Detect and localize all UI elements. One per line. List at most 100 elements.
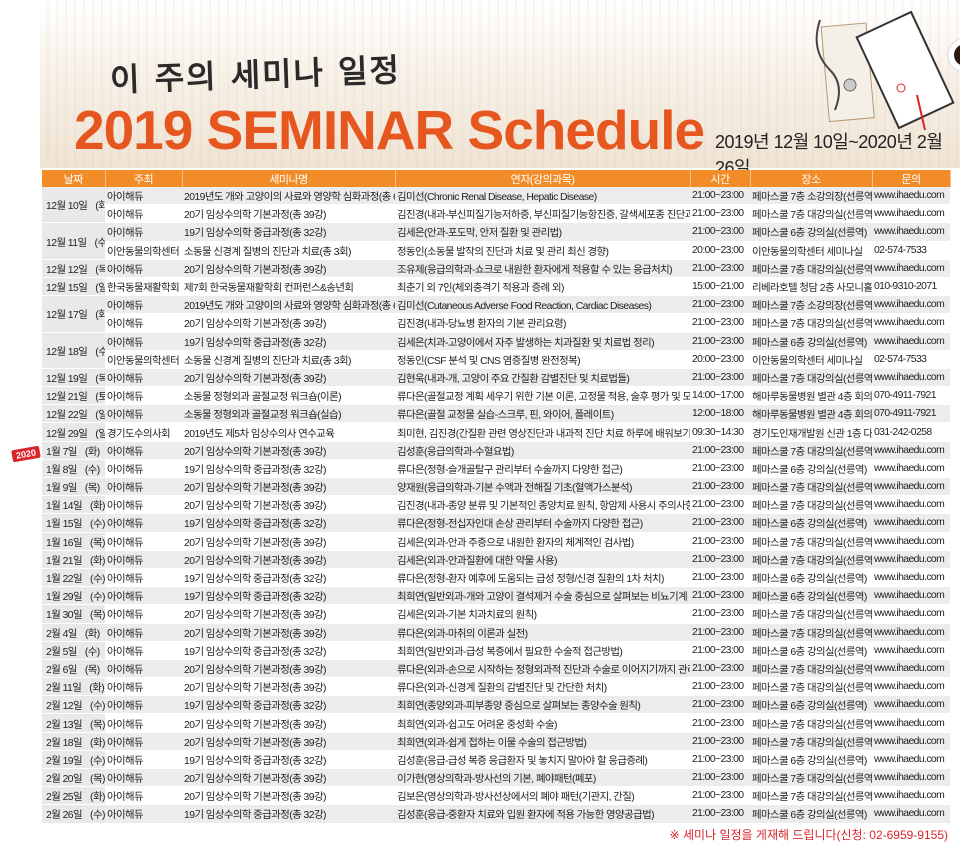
- date-cell: 2월 11일 (화): [42, 677, 105, 697]
- contact-cell[interactable]: www.ihaedu.com: [872, 804, 950, 824]
- time-cell: 21:00~23:00: [690, 586, 750, 606]
- contact-cell[interactable]: www.ihaedu.com: [872, 677, 950, 697]
- contact-cell[interactable]: www.ihaedu.com: [872, 259, 950, 278]
- date-cell: 12월 29일 (일): [42, 422, 105, 442]
- place-cell: 이안동물의학센터 세미나실: [750, 241, 872, 260]
- weekday: (수): [84, 464, 100, 476]
- seminar-cell: 19기 임상수의학 중급과정(총 32강): [182, 332, 395, 351]
- time-cell: 14:00~17:00: [690, 386, 750, 406]
- table-header-row: 날짜 주최 세미나명 연자(강의과목) 시간 장소 문의: [42, 170, 951, 187]
- org-cell: 아이해듀: [105, 259, 182, 278]
- contact-cell[interactable]: www.ihaedu.com: [872, 732, 950, 751]
- contact-cell[interactable]: www.ihaedu.com: [872, 368, 950, 388]
- place-cell: 페마스쿨 7층 소강의장(선릉역): [750, 295, 872, 315]
- date: 2월 26일: [46, 810, 83, 822]
- contact-cell[interactable]: www.ihaedu.com: [872, 495, 950, 515]
- table-row: 2월 11일 (화) 아이해듀 20기 임상수의학 기본과정(총 39강) 류다은(외과…: [42, 677, 950, 697]
- contact-cell[interactable]: www.ihaedu.com: [872, 568, 950, 588]
- date-cell: 1월 16일 (목): [42, 532, 105, 551]
- date-cell: 2월 19일 (수): [42, 750, 105, 770]
- date: 2월 4일: [46, 628, 77, 640]
- contact-cell: 070-4911-7921: [872, 386, 950, 406]
- date-cell: 12월 12일 (목): [42, 259, 105, 278]
- table-row: 1월 16일 (목) 아이해듀 20기 임상수의학 기본과정(총 39강) 김세은(외과…: [42, 532, 950, 551]
- contact-cell[interactable]: www.ihaedu.com: [872, 786, 950, 806]
- date-cell: 2월 4일 (화): [42, 623, 105, 642]
- org-cell: 아이해듀: [105, 550, 182, 569]
- col-org: 주최: [105, 170, 183, 187]
- contact-cell[interactable]: www.ihaedu.com: [872, 550, 950, 569]
- org-cell: 이안동물의학센터: [105, 350, 182, 369]
- contact-cell[interactable]: www.ihaedu.com: [872, 332, 950, 351]
- date: 1월 30일: [46, 610, 83, 622]
- contact-cell[interactable]: www.ihaedu.com: [872, 659, 950, 679]
- org-cell: 아이해듀: [105, 404, 182, 424]
- place-cell: 페마스쿨 7층 대강의실(선릉역): [750, 259, 872, 278]
- contact-cell[interactable]: www.ihaedu.com: [872, 604, 950, 624]
- time-cell: 21:00~23:00: [690, 459, 750, 479]
- date: 2월 5일: [46, 646, 77, 658]
- org-cell: 아이해듀: [105, 786, 182, 806]
- speaker-cell: 최춘기 외 7인(체외충격기 적용과 증례 외): [395, 277, 690, 297]
- table-row: 2월 5일 (수) 아이해듀 19기 임상수의학 중급과정(총 32강) 최희연(일반외…: [42, 641, 950, 660]
- date-cell: 12월 15일 (일): [42, 277, 105, 297]
- table-row: 2월 20일 (목) 아이해듀 20기 임상수의학 기본과정(총 39강) 이가현(영상…: [42, 768, 950, 788]
- contact-cell[interactable]: www.ihaedu.com: [872, 477, 950, 497]
- weekday: (화): [89, 683, 105, 695]
- contact-cell[interactable]: www.ihaedu.com: [872, 222, 950, 242]
- contact-cell[interactable]: www.ihaedu.com: [872, 459, 950, 479]
- place-cell: 페마스쿨 7층 대강의실(선릉역): [750, 441, 872, 460]
- contact-cell[interactable]: www.ihaedu.com: [872, 641, 950, 660]
- table-row: 아이해듀 20기 임상수의학 기본과정(총 39강) 김진경(내과-당뇨병 환자의 …: [42, 313, 950, 333]
- table-row: 2월 13일 (목) 아이해듀 20기 임상수의학 기본과정(총 39강) 최희연(외과…: [42, 713, 950, 733]
- date: 1월 8일: [46, 464, 77, 476]
- speaker-cell: 최희연(종양외과-피부종양 중심으로 살펴보는 종양수술 원칙): [395, 695, 690, 715]
- contact-cell: 070-4911-7921: [872, 404, 950, 424]
- place-cell: 페마스쿨 7층 대강의실(선릉역): [750, 204, 872, 224]
- contact-cell[interactable]: www.ihaedu.com: [872, 513, 950, 533]
- weekday: (수): [90, 810, 105, 822]
- time-cell: 21:00~23:00: [690, 786, 750, 806]
- time-cell: 20:00~23:00: [690, 241, 750, 260]
- date-cell: 2월 12일 (수): [42, 695, 105, 715]
- time-cell: 21:00~23:00: [690, 641, 750, 660]
- seminar-cell: 20기 임상수의학 기본과정(총 39강): [182, 477, 395, 497]
- contact-cell: 02-574-7533: [872, 350, 950, 369]
- contact-cell[interactable]: www.ihaedu.com: [872, 768, 950, 788]
- contact-cell[interactable]: www.ihaedu.com: [872, 713, 950, 733]
- contact-cell[interactable]: www.ihaedu.com: [872, 750, 950, 770]
- speaker-cell: 최희연(일반외과-개와 고양이 결석제거 수술 중심으로 살펴보는 비뇨기계 수…: [395, 586, 690, 606]
- seminar-cell: 20기 임상수의학 기본과정(총 39강): [182, 659, 395, 679]
- contact-cell[interactable]: www.ihaedu.com: [872, 295, 950, 315]
- place-cell: 페마스쿨 7층 대강의실(선릉역): [750, 659, 872, 679]
- org-cell: 아이해듀: [105, 532, 182, 551]
- contact-cell[interactable]: www.ihaedu.com: [872, 187, 950, 206]
- table-row: 1월 15일 (수) 아이해듀 19기 임상수의학 중급과정(총 32강) 류다은(정형…: [42, 513, 950, 533]
- date-cell: 1월 8일 (수): [42, 459, 105, 479]
- org-cell: 아이해듀: [105, 222, 182, 242]
- speaker-cell: 류다은(외과-신경계 질환의 감별진단 및 간단한 처치): [395, 677, 690, 697]
- contact-cell[interactable]: www.ihaedu.com: [872, 586, 950, 606]
- org-cell: 이안동물의학센터: [105, 241, 182, 260]
- time-cell: 21:00~23:00: [690, 532, 750, 551]
- speaker-cell: 김세은(외과-안과 주증으로 내원한 환자의 체계적인 검사법): [395, 532, 690, 551]
- contact-cell: 010-9310-2071: [872, 277, 950, 297]
- contact-cell[interactable]: www.ihaedu.com: [872, 441, 950, 460]
- place-cell: 이안동물의학센터 세미나실: [750, 350, 872, 369]
- date: 12월 18일: [46, 346, 88, 358]
- table-row: 2월 4일 (화) 아이해듀 20기 임상수의학 기본과정(총 39강) 류다은(외과-…: [42, 623, 950, 642]
- contact-cell[interactable]: www.ihaedu.com: [872, 695, 950, 715]
- weekday: (일): [95, 410, 105, 422]
- contact-cell[interactable]: www.ihaedu.com: [872, 204, 950, 224]
- time-cell: 21:00~23:00: [690, 368, 750, 388]
- place-cell: 페마스쿨 6층 강의실(선릉역): [750, 641, 872, 660]
- speaker-cell: 김미선(Chronic Renal Disease, Hepatic Disea…: [395, 187, 690, 206]
- contact-cell[interactable]: www.ihaedu.com: [872, 623, 950, 642]
- weekday: (수): [90, 519, 105, 531]
- contact-cell[interactable]: www.ihaedu.com: [872, 532, 950, 551]
- seminar-cell: 소동물 신경계 질병의 진단과 치료(총 3회): [182, 241, 395, 260]
- contact-cell[interactable]: www.ihaedu.com: [872, 313, 950, 333]
